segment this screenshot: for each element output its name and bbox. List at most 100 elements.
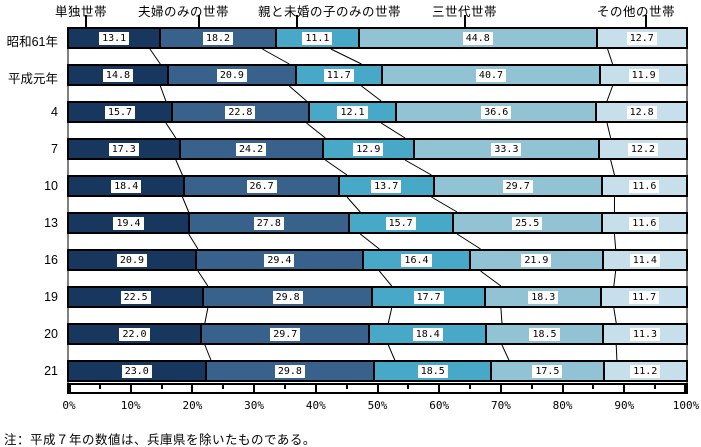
category-label: 平成元年 [7, 72, 58, 86]
value-label: 11.6 [629, 179, 660, 193]
value-label: 11.7 [323, 68, 354, 82]
bar-segment: 17.7 [373, 288, 487, 306]
category-label: 19 [44, 290, 58, 304]
axis-tick-minor [222, 385, 225, 389]
value-label: 36.6 [481, 105, 512, 119]
value-label: 11.2 [630, 364, 661, 378]
axis-tick-minor [530, 385, 533, 389]
axis-tick-major [499, 385, 502, 392]
bar-segment: 29.7 [434, 177, 603, 195]
axis-tick-major [623, 385, 626, 392]
bar-segment: 19.4 [69, 214, 191, 232]
value-label: 18.4 [412, 327, 443, 341]
value-label: 18.5 [417, 364, 448, 378]
axis-tick-minor [592, 385, 595, 389]
axis-tick-major [191, 385, 194, 392]
value-label: 29.8 [274, 364, 305, 378]
value-label: 29.7 [270, 327, 301, 341]
bar-segment: 11.7 [296, 66, 383, 84]
value-label: 27.8 [253, 216, 284, 230]
value-label: 11.7 [629, 290, 660, 304]
bar-segment: 26.7 [185, 177, 340, 195]
axis-tick-major [376, 385, 379, 392]
bar-row: 22.5 29.8 17.7 18.3 11.7 [67, 286, 688, 308]
axis-tick-minor [469, 385, 472, 389]
axis-tick-minor [283, 385, 286, 389]
category-label: 7 [51, 142, 58, 156]
bar-segment: 29.7 [202, 325, 371, 343]
series-label: 親と未婚の子のみの世帯 [258, 5, 402, 19]
x-axis [67, 383, 688, 394]
value-label: 44.8 [462, 31, 493, 45]
series-label: その他の世帯 [597, 5, 676, 19]
bar-segment: 11.1 [276, 29, 360, 47]
bar-segment: 21.9 [471, 251, 604, 269]
value-label: 11.1 [302, 31, 333, 45]
axis-tick-label: 50% [367, 399, 388, 412]
series-leader-tick [464, 15, 466, 27]
value-label: 12.7 [626, 31, 657, 45]
value-label: 20.9 [116, 253, 147, 267]
bar-segment: 15.7 [349, 214, 454, 232]
value-label: 21.9 [521, 253, 552, 267]
value-label: 29.4 [264, 253, 295, 267]
value-label: 40.7 [475, 68, 507, 82]
bar-segment: 15.7 [69, 103, 174, 121]
bar-segment: 23.0 [69, 362, 207, 380]
value-label: 29.7 [502, 179, 533, 193]
value-label: 33.3 [491, 142, 522, 156]
axis-tick-minor [654, 385, 657, 389]
bar-segment: 29.8 [204, 288, 373, 306]
bar-row: 13.1 18.2 11.1 44.8 12.7 [67, 27, 688, 49]
value-label: 24.2 [236, 142, 267, 156]
axis-tick-label: 60% [429, 399, 450, 412]
bar-segment: 33.3 [414, 140, 600, 158]
bar-segment: 11.2 [604, 362, 687, 380]
value-label: 17.3 [108, 142, 139, 156]
bar-segment: 13.7 [339, 177, 435, 195]
axis-tick-label: 20% [182, 399, 203, 412]
bar-segment: 18.5 [487, 325, 605, 343]
value-label: 12.2 [627, 142, 658, 156]
bar-segment: 20.9 [168, 66, 297, 84]
value-label: 22.0 [119, 327, 150, 341]
axis-tick-minor [345, 385, 348, 389]
axis-tick-major [684, 385, 686, 392]
axis-tick-label: 80% [552, 399, 573, 412]
axis-tick-minor [98, 385, 101, 389]
bar-segment: 29.8 [206, 362, 376, 380]
bar-segment: 20.9 [69, 251, 197, 269]
category-label: 4 [51, 105, 58, 119]
bar-segment: 18.3 [486, 288, 603, 306]
bar-segment: 25.5 [453, 214, 603, 232]
bar-segment: 11.6 [602, 214, 686, 232]
axis-tick-label: 70% [490, 399, 511, 412]
bar-segment: 22.8 [173, 103, 310, 121]
bar-row: 20.9 29.4 16.4 21.9 11.4 [67, 249, 688, 271]
series-leader-tick [198, 15, 200, 27]
category-label: 13 [44, 216, 58, 230]
axis-tick-major [129, 385, 132, 392]
bar-segment: 44.8 [359, 29, 598, 47]
series-leader-tick [296, 15, 298, 27]
category-label: 10 [44, 179, 58, 193]
category-label: 16 [44, 253, 58, 267]
bar-row: 15.7 22.8 12.1 36.6 12.8 [67, 101, 688, 123]
value-label: 26.7 [246, 179, 277, 193]
value-label: 12.9 [353, 142, 384, 156]
value-label: 19.4 [113, 216, 144, 230]
bar-row: 19.4 27.8 15.7 25.5 11.6 [67, 212, 688, 234]
axis-tick-label: 90% [614, 399, 635, 412]
value-label: 11.9 [628, 68, 659, 82]
value-label: 29.8 [272, 290, 303, 304]
value-label: 18.5 [529, 327, 560, 341]
footnote: 注：平成７年の数値は、兵庫県を除いたものである。 [4, 433, 316, 447]
axis-tick-label: 10% [120, 399, 141, 412]
bar-segment: 18.5 [375, 362, 493, 380]
axis-tick-major [314, 385, 317, 392]
bar-segment: 13.1 [69, 29, 162, 47]
axis-tick-label: 40% [305, 399, 326, 412]
value-label: 12.1 [337, 105, 368, 119]
axis-tick-major [253, 385, 256, 392]
